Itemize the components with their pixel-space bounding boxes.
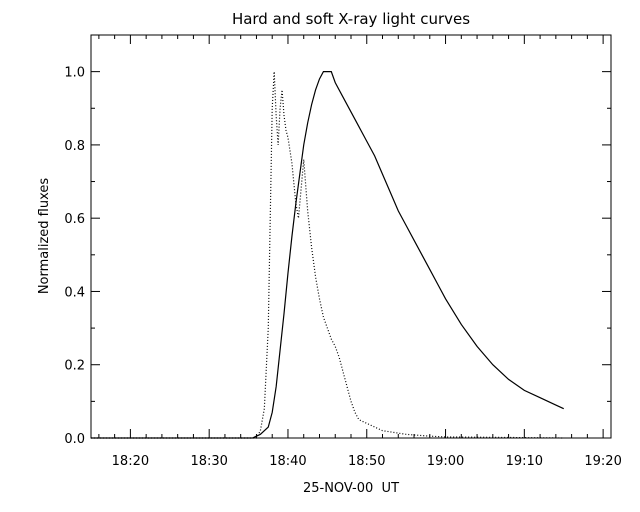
y-tick-label: 0.6 <box>64 212 85 227</box>
x-tick-label: 19:20 <box>584 454 621 469</box>
y-axis-label: Normalized fluxes <box>37 178 52 295</box>
series-line-dotted <box>91 71 564 439</box>
plot-frame <box>90 34 612 439</box>
x-axis-ticks: 18:20 18:30 18:40 18:50 19:00 19:10 19:20 <box>98 35 622 469</box>
y-tick-label: 0.2 <box>64 359 85 374</box>
x-tick-label: 18:40 <box>269 454 306 469</box>
x-tick-label: 18:30 <box>190 454 227 469</box>
y-tick-label: 0.8 <box>64 139 85 154</box>
x-tick-label: 19:00 <box>427 454 464 469</box>
y-axis-ticks: 0.0 0.2 0.4 0.6 0.8 1.0 <box>64 34 611 447</box>
series-layer <box>91 71 564 439</box>
y-tick-label: 0.4 <box>64 285 85 300</box>
x-tick-label: 18:20 <box>112 454 149 469</box>
x-tick-label: 19:10 <box>506 454 543 469</box>
y-tick-label: 0.0 <box>64 432 85 447</box>
x-axis-label: 25-NOV-00 UT <box>303 481 399 496</box>
y-tick-label: 1.0 <box>64 66 85 81</box>
x-tick-label: 18:50 <box>348 454 385 469</box>
chart-title: Hard and soft X-ray light curves <box>232 10 470 28</box>
series-line-solid <box>91 71 564 439</box>
